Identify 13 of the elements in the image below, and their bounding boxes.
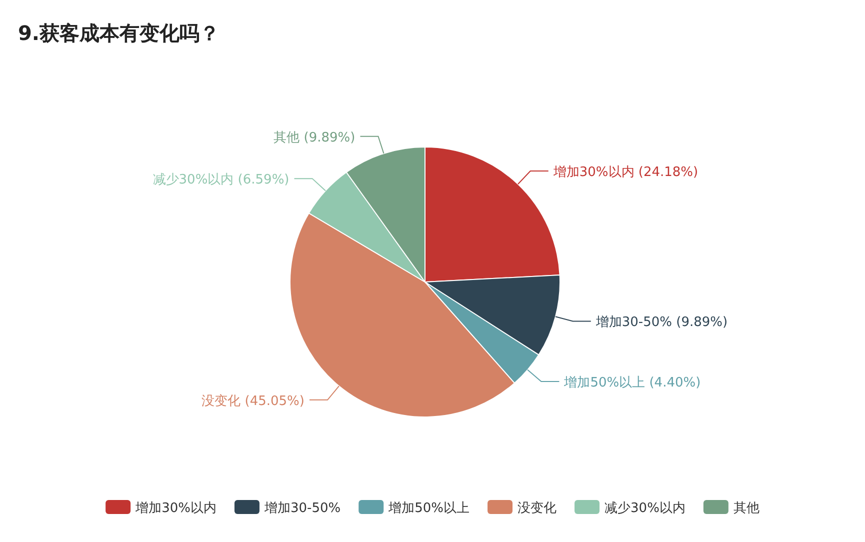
category-label: 增加50%以上 (4.40%) [564,376,701,391]
legend-label: 其他 [733,501,760,516]
category-label: 没变化 (45.05%) [202,394,305,409]
legend-label: 增加30-50% [263,501,341,516]
category-label: 增加30%以内 (24.18%) [553,165,698,180]
chart-title: 9.获客成本有变化吗？ [18,21,220,45]
legend-label: 没变化 [518,501,557,516]
category-label: 增加30-50% (9.89%) [596,315,728,330]
category-label: 其他 (9.89%) [274,130,356,146]
category-label: 减少30%以内 (6.59%) [152,172,290,188]
legend-label: 增加30%以内 [134,501,216,516]
legend-label: 增加50%以上 [388,501,470,516]
legend-label: 减少30%以内 [604,501,686,516]
